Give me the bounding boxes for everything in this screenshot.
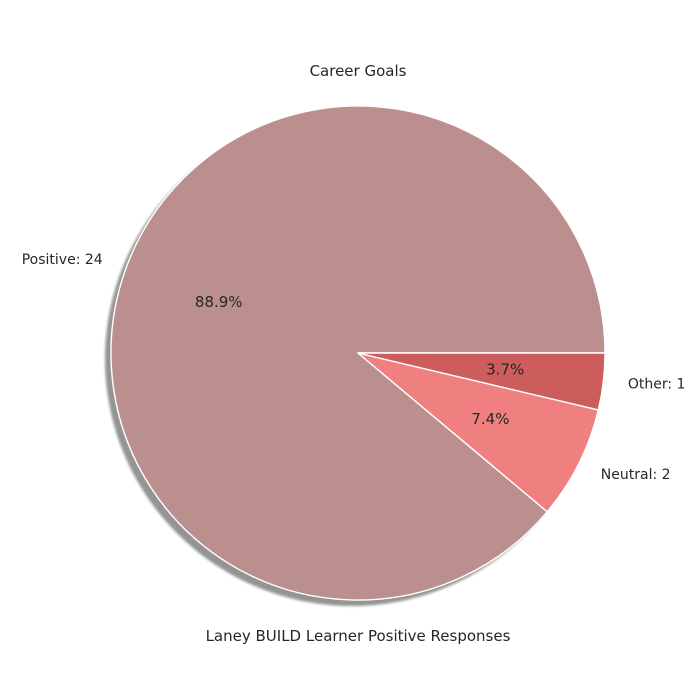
pie-slice-other: [357, 352, 606, 411]
chart-title: Career Goals: [310, 62, 407, 80]
pie-slice-neutral: [357, 352, 600, 513]
pie-label-neutral: Neutral: 2: [601, 467, 671, 483]
pie-slices-layer: [110, 105, 606, 601]
pie-pct-label-positive: 88.9%: [195, 293, 243, 311]
pie-pct-label-neutral: 7.4%: [471, 410, 509, 428]
pie-label-positive: Positive: 24: [22, 252, 103, 268]
pie-pct-label-other: 3.7%: [486, 361, 524, 379]
pie-label-other: Other: 1: [628, 377, 686, 393]
pie-labels-layer: Positive: 24 88.9% Neutral: 2 7.4% Other: 1 3…: [22, 252, 686, 483]
chart-xlabel: Laney BUILD Learner Positive Responses: [206, 627, 511, 645]
